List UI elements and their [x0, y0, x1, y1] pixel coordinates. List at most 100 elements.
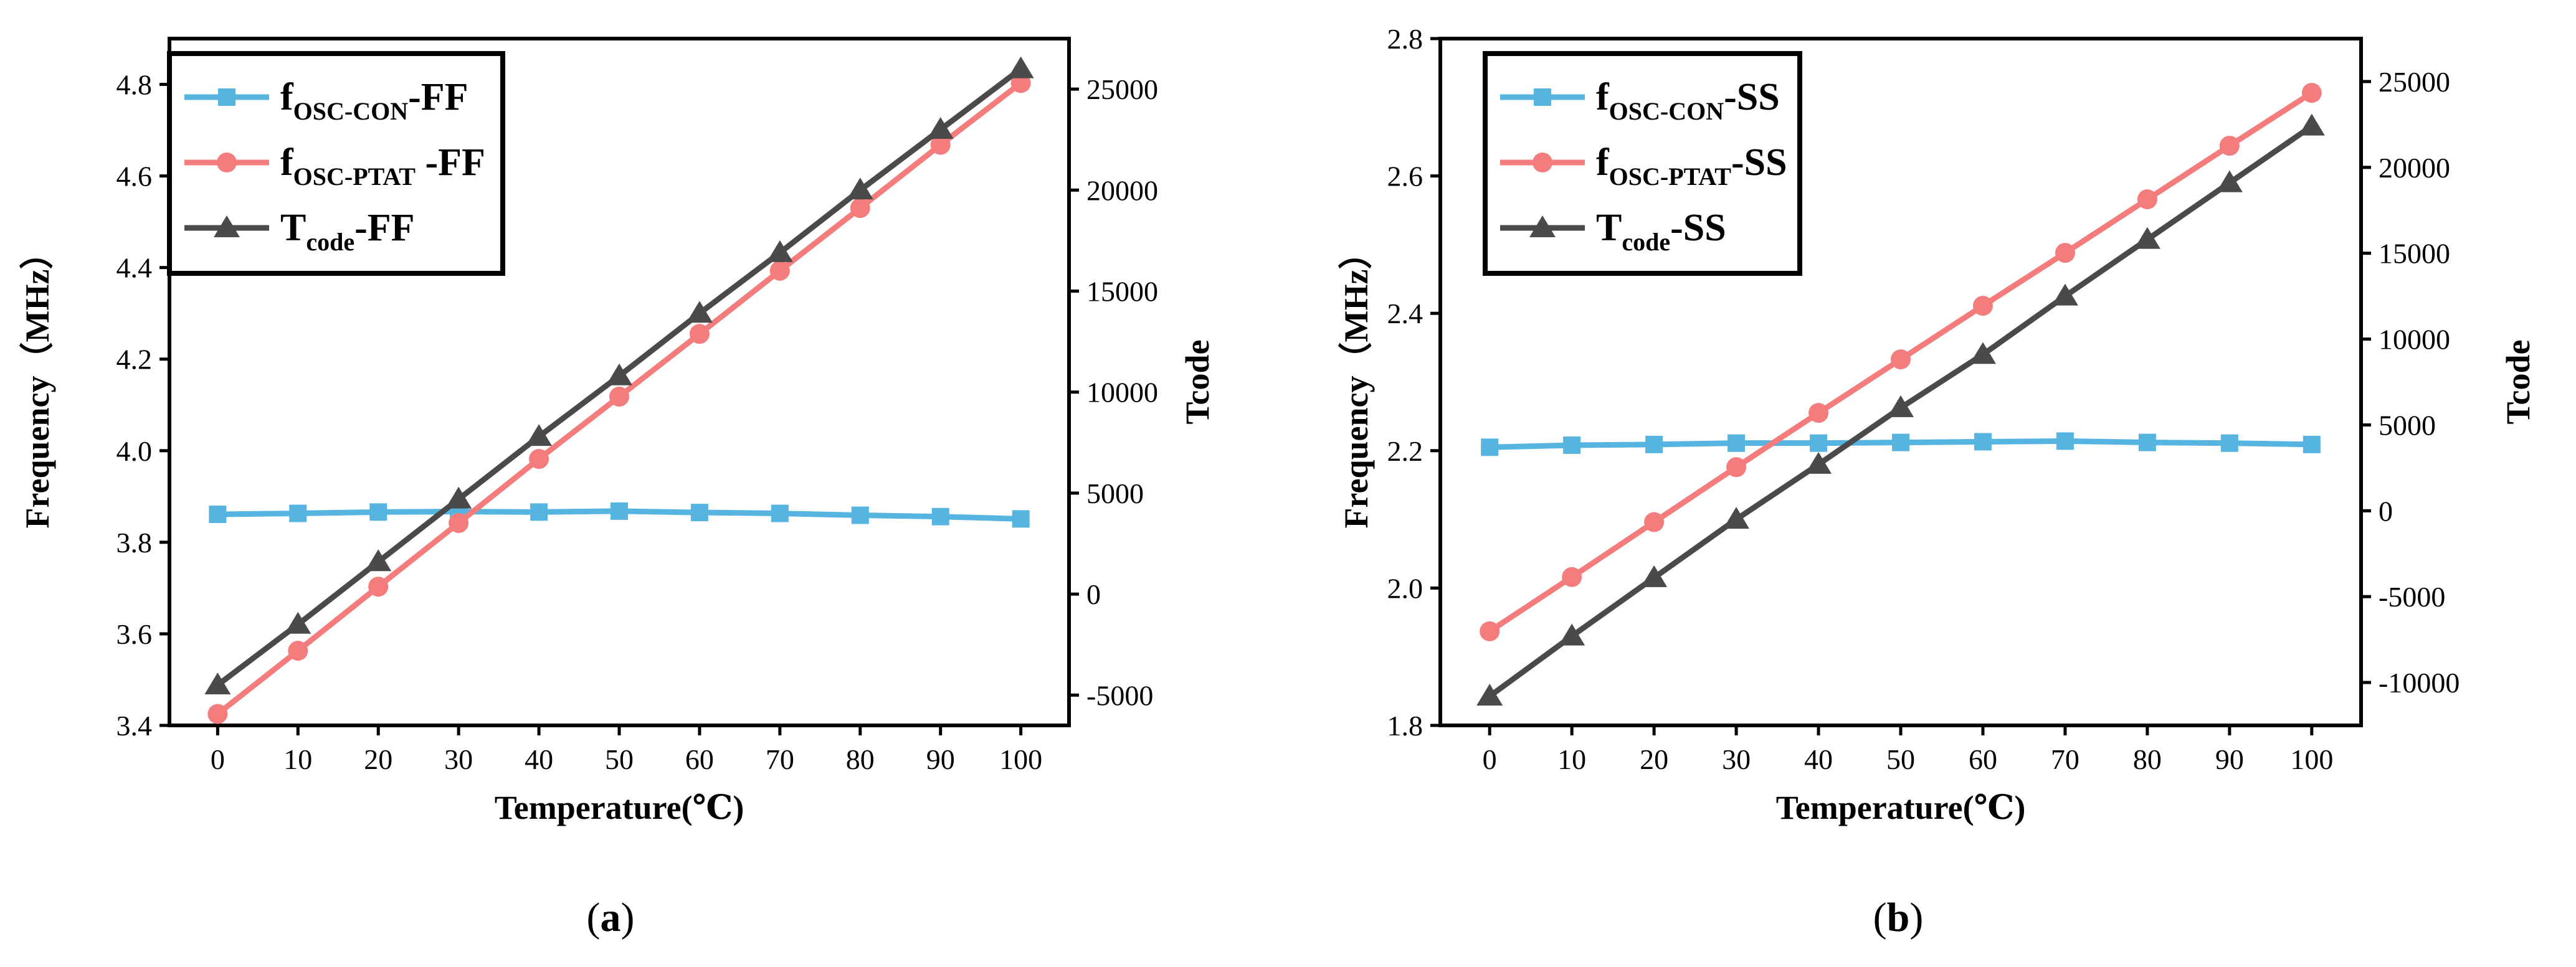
y-left-tick-label: 2.2: [1387, 435, 1423, 467]
chart-panel-b: 0 10 20 30 40 50 60 70 80 90 100 1.8 2.0 2.2 2.4 2.6 2.8…: [1338, 23, 2537, 940]
legend-swatch-marker-Tcode-FF: [214, 215, 240, 237]
legend-swatch-marker-Tcode-SS: [1529, 215, 1556, 237]
data-point-fOSC-PTAT-SS: [2301, 83, 2322, 103]
legend-label-suffix: -SS: [1670, 207, 1726, 249]
data-point-Tcode-FF: [927, 116, 954, 139]
legend-label-main: f: [280, 76, 294, 118]
legend-label-subscript: OSC-PTAT: [1609, 163, 1732, 191]
x-tick-label: 30: [444, 743, 473, 775]
data-point-Tcode-SS: [2051, 283, 2078, 306]
y-left-tick-label: 4.6: [116, 161, 153, 192]
data-point-fOSC-PTAT-FF: [850, 198, 870, 219]
y-left-tick-label: 4.0: [116, 435, 153, 467]
legend-label-main: f: [280, 141, 294, 184]
data-point-fOSC-CON-FF: [690, 504, 708, 522]
data-point-fOSC-CON-SS: [2056, 432, 2074, 450]
data-point-Tcode-FF: [526, 424, 553, 446]
data-point-fOSC-PTAT-FF: [368, 577, 389, 597]
data-point-Tcode-SS: [1888, 395, 1914, 417]
data-point-fOSC-CON-FF: [530, 503, 548, 521]
x-tick-label: 60: [1969, 743, 1997, 775]
y-right-tick-label: 10000: [1086, 377, 1158, 408]
data-point-fOSC-CON-SS: [1481, 438, 1499, 456]
legend-swatch-marker-fOSC-PTAT-SS: [1533, 153, 1552, 172]
legend-label-fOSC-PTAT-FF: fOSC-PTAT -FF: [280, 141, 485, 191]
data-point-fOSC-PTAT-SS: [1891, 349, 1911, 370]
data-point-Tcode-SS: [1723, 507, 1750, 529]
y-right-tick-label: -10000: [2379, 667, 2460, 699]
x-tick-label: 20: [1640, 743, 1668, 775]
data-point-fOSC-PTAT-SS: [2219, 136, 2240, 156]
data-point-Tcode-SS: [2216, 170, 2243, 192]
panel-label-close-paren: ): [1909, 895, 1923, 940]
x-tick-label: 60: [685, 743, 714, 775]
y-right-axis-title: Tcode: [2499, 339, 2537, 424]
y-left-tick-label: 1.8: [1387, 710, 1423, 742]
data-point-fOSC-PTAT-FF: [930, 134, 951, 155]
chart-panel-a: 0 10 20 30 40 50 60 70 80 90 100 3.4 3.6 3.8 4.0 4.2 4.4…: [19, 37, 1216, 940]
y-right-tick-label: 15000: [2379, 238, 2450, 270]
data-point-fOSC-PTAT-FF: [529, 449, 549, 469]
data-point-fOSC-PTAT-FF: [689, 324, 710, 344]
data-point-fOSC-CON-FF: [369, 503, 387, 521]
data-point-fOSC-PTAT-SS: [1644, 512, 1665, 532]
data-point-fOSC-CON-FF: [611, 502, 628, 520]
data-point-fOSC-CON-FF: [289, 504, 307, 522]
data-point-fOSC-PTAT-SS: [1726, 457, 1747, 478]
y-left-tick-label: 2.0: [1387, 572, 1423, 604]
legend-label-suffix: -FF: [354, 207, 414, 249]
y-right-tick-label: 5000: [1086, 478, 1144, 509]
y-left-tick-label: 2.4: [1387, 298, 1423, 329]
data-point-Tcode-SS: [1476, 684, 1503, 706]
y-left-tick-label: 3.6: [116, 618, 153, 650]
data-point-fOSC-PTAT-SS: [1562, 567, 1582, 587]
y-left-tick-label: 2.6: [1387, 161, 1423, 192]
data-point-Tcode-SS: [1641, 565, 1668, 587]
panel-label: (b): [1873, 895, 1924, 940]
data-point-Tcode-FF: [365, 549, 392, 572]
data-point-Tcode-FF: [1007, 56, 1034, 78]
panel-label-open-paren: (: [1873, 895, 1887, 940]
data-point-Tcode-FF: [686, 301, 713, 323]
panel-label-letter: b: [1887, 895, 1910, 940]
legend-label-suffix: -SS: [1731, 141, 1787, 184]
x-tick-label: 20: [364, 743, 392, 775]
data-point-fOSC-CON-SS: [1892, 433, 1909, 451]
x-tick-label: 90: [926, 743, 955, 775]
x-tick-label: 40: [525, 743, 553, 775]
data-point-Tcode-SS: [1805, 451, 1832, 474]
data-point-fOSC-CON-SS: [1810, 434, 1828, 452]
panel-label-letter: a: [601, 895, 621, 940]
x-tick-label: 50: [1886, 743, 1915, 775]
y-right-tick-label: 5000: [2379, 409, 2436, 441]
data-point-Tcode-SS: [1559, 623, 1585, 646]
legend-label-subscript: OSC-CON: [1609, 97, 1724, 125]
legend-label-fOSC-CON-SS: fOSC-CON-SS: [1596, 76, 1780, 125]
x-tick-label: 80: [846, 743, 875, 775]
data-point-fOSC-CON-SS: [1563, 436, 1581, 454]
x-tick-label: 0: [1483, 743, 1497, 775]
y-left-tick-label: 3.4: [116, 710, 153, 742]
data-point-fOSC-CON-SS: [2138, 433, 2156, 451]
y-left-axis-title: Frequency（MHz）: [1338, 236, 1375, 529]
legend-swatch-marker-fOSC-CON-SS: [1534, 88, 1551, 106]
x-tick-label: 10: [1557, 743, 1586, 775]
data-point-fOSC-PTAT-FF: [769, 260, 790, 281]
data-point-Tcode-SS: [2298, 113, 2325, 136]
data-point-Tcode-FF: [285, 611, 311, 634]
y-right-tick-label: 15000: [1086, 276, 1158, 308]
y-left-tick-label: 3.8: [116, 527, 153, 559]
legend-label-fOSC-PTAT-SS: fOSC-PTAT-SS: [1596, 141, 1787, 191]
data-point-fOSC-PTAT-FF: [449, 512, 469, 533]
data-point-fOSC-CON-FF: [771, 504, 789, 522]
legend-swatch-marker-fOSC-CON-FF: [218, 88, 235, 106]
data-point-fOSC-PTAT-SS: [1972, 296, 1993, 316]
legend-label-main: T: [1596, 207, 1622, 249]
y-left-axis-title: Frequency（MHz）: [19, 236, 56, 529]
data-point-fOSC-PTAT-SS: [2137, 189, 2157, 210]
y-left-tick-label: 4.2: [116, 344, 153, 375]
legend-label-subscript: code: [306, 228, 354, 256]
